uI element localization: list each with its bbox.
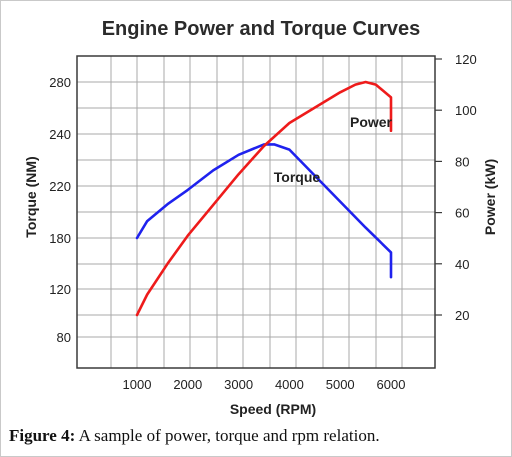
- series-lines: [135, 80, 393, 317]
- x-axis-label: Speed (RPM): [230, 401, 316, 417]
- series-line-power: [135, 80, 393, 317]
- gridlines: [77, 56, 435, 368]
- left-tick-label: 180: [49, 231, 71, 246]
- caption-label: Figure 4:: [9, 426, 76, 445]
- right-tick-label: 60: [455, 206, 469, 221]
- right-axis-ticks: 20 40 60 80 100 120: [435, 52, 477, 323]
- right-tick-label: 40: [455, 257, 469, 272]
- right-tick-label: 20: [455, 308, 469, 323]
- right-tick-label: 100: [455, 103, 477, 118]
- series-line-torque: [135, 143, 393, 279]
- left-tick-label: 240: [49, 127, 71, 142]
- left-axis-label: Torque (NM): [23, 156, 39, 237]
- x-tick-label: 1000: [123, 377, 152, 392]
- chart-title: Engine Power and Torque Curves: [102, 18, 421, 40]
- x-tick-label: 4000: [275, 377, 304, 392]
- series-label-torque: Torque: [274, 169, 321, 185]
- x-tick-label: 2000: [173, 377, 202, 392]
- chart-svg: Engine Power and Torque Curves 80 120 180 2…: [23, 18, 498, 417]
- x-tick-label: 5000: [326, 377, 355, 392]
- right-axis-label: Power (kW): [482, 159, 498, 235]
- left-axis-ticks: 80 120 180 220 240 280: [49, 75, 71, 345]
- right-tick-label: 120: [455, 52, 477, 67]
- x-tick-label: 3000: [224, 377, 253, 392]
- left-tick-label: 80: [57, 330, 71, 345]
- x-axis-ticks: 1000 2000 3000 4000 5000 6000: [123, 377, 406, 392]
- figure-caption: Figure 4: A sample of power, torque and …: [9, 426, 380, 446]
- caption-text: A sample of power, torque and rpm relati…: [75, 426, 380, 445]
- series-label-power: Power: [350, 114, 393, 130]
- right-tick-label: 80: [455, 154, 469, 169]
- left-tick-label: 120: [49, 282, 71, 297]
- x-tick-label: 6000: [377, 377, 406, 392]
- left-tick-label: 280: [49, 75, 71, 90]
- left-tick-label: 220: [49, 179, 71, 194]
